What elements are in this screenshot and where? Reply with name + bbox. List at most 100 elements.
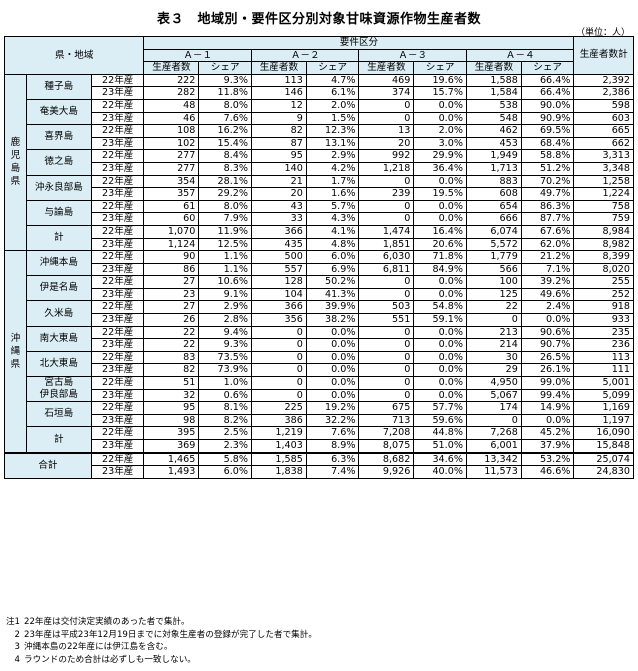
producers-cell: 8,682 <box>358 451 415 467</box>
prefecture-char: 縄 <box>10 345 21 357</box>
total-cell: 255 <box>573 275 634 289</box>
producers-cell: 0 <box>358 376 415 390</box>
share-cell: 9.4% <box>198 325 252 340</box>
producers-cell: 128 <box>250 275 307 289</box>
share-cell: 2.9% <box>305 149 360 163</box>
share-cell: 0.0% <box>413 338 467 352</box>
table-row: 沖永良部島 22年産 354 28.1% 21 1.7% 0 0.0% 883 70.2% 1,25… <box>5 174 634 201</box>
share-cell: 28.1% <box>198 174 252 189</box>
share-cell: 16.4% <box>413 224 467 239</box>
producers-cell: 469 <box>358 73 415 88</box>
producers-cell: 1,585 <box>250 451 307 467</box>
year-cell: 23年産 <box>90 438 145 454</box>
producers-cell: 239 <box>358 187 415 201</box>
share-cell: 70.2% <box>520 174 575 189</box>
producers-cell: 366 <box>250 300 307 315</box>
year-cell: 23年産 <box>90 287 145 302</box>
share-cell: 37.9% <box>520 438 575 454</box>
region-label: 久米島 <box>25 300 92 327</box>
header-category: Ａ－１ <box>143 48 252 63</box>
share-cell: 99.4% <box>520 388 575 403</box>
share-cell: 0.0% <box>413 363 467 378</box>
table-row: 奄美大島 22年産 48 8.0% 12 2.0% 0 0.0% 538 90.0% 598 <box>5 98 634 126</box>
producers-cell: 95 <box>143 401 200 415</box>
year-cell: 22年産 <box>90 174 145 189</box>
share-cell: 0.0% <box>305 350 360 365</box>
header-region: 県・地域 <box>3 36 145 75</box>
producers-cell: 20 <box>250 187 307 201</box>
region-label: 宮古島 伊良部島 <box>25 376 92 403</box>
footnote-key: 4 <box>14 654 20 665</box>
producers-cell: 1,779 <box>465 250 522 264</box>
producers-cell: 7,268 <box>465 426 522 440</box>
region-label: 奄美大島 <box>25 98 92 126</box>
producers-cell: 9 <box>250 111 307 126</box>
producers-cell: 0 <box>358 338 415 352</box>
year-cell: 23年産 <box>90 465 145 479</box>
producers-cell: 98 <box>143 413 200 428</box>
producers-cell: 357 <box>143 187 200 201</box>
footnote-text: 沖縄本島の22年産には伊江島を含む。 <box>24 642 173 652</box>
table-row: 宮古島 伊良部島 22年産 51 1.0% 0 0.0% 0 0.0% 4,950 99.0% 5,0… <box>5 376 634 403</box>
share-cell: 15.4% <box>198 136 252 151</box>
year-cell: 22年産 <box>90 275 145 289</box>
table-row: 沖縄県沖縄本島 22年産 90 1.1% 500 6.0% 6,030 71.8% 1,779 2… <box>4 250 634 454</box>
region-label: 北大東島 <box>25 350 92 378</box>
year-cell: 23年産 <box>90 388 145 403</box>
header-share: シェア <box>520 61 575 75</box>
total-cell: 2,386 <box>573 86 634 100</box>
total-cell: 665 <box>573 124 634 138</box>
producers-cell: 60 <box>143 212 200 226</box>
producers-cell: 992 <box>358 149 415 163</box>
share-cell: 9.3% <box>198 338 252 352</box>
share-cell: 8.1% <box>198 401 252 415</box>
producers-cell: 1,493 <box>143 465 200 479</box>
producers-cell: 82 <box>250 124 307 138</box>
table-row: 23年産 1,124 12.5% 435 4.8% 1,851 20.6% 5,572 62.0… <box>5 237 634 252</box>
producers-cell: 222 <box>143 73 200 88</box>
total-cell: 1,258 <box>573 174 634 189</box>
table-row: 23年産 26 2.8% 356 38.2% 551 59.1% 0 0.0% 933 <box>5 313 634 327</box>
table-row: 伊是名島 22年産 27 10.6% 128 50.2% 0 0.0% 100 39.2% 255 <box>5 275 634 302</box>
producers-cell: 48 <box>143 98 200 113</box>
share-cell: 6.9% <box>305 262 360 277</box>
producers-cell: 23 <box>143 287 200 302</box>
total-cell: 603 <box>573 111 634 126</box>
share-cell: 14.9% <box>520 401 575 415</box>
share-cell: 3.0% <box>413 136 467 151</box>
producers-cell: 538 <box>465 98 522 113</box>
share-cell: 41.3% <box>305 287 360 302</box>
share-cell: 1.1% <box>198 250 252 264</box>
region-label-line: 宮古島 <box>44 377 74 389</box>
table-row: 23年産 102 15.4% 87 13.1% 20 3.0% 453 68.4% 662 <box>5 136 634 151</box>
producers-cell: 374 <box>358 86 415 100</box>
share-cell: 36.4% <box>413 161 467 176</box>
share-cell: 38.2% <box>305 313 360 327</box>
share-cell: 0.0% <box>305 338 360 352</box>
share-cell: 15.7% <box>413 86 467 100</box>
producers-cell: 22 <box>143 338 200 352</box>
share-cell: 6.0% <box>305 250 360 264</box>
producers-cell: 883 <box>465 174 522 189</box>
year-cell: 23年産 <box>90 313 145 327</box>
footnote: 4 ラウンドのため合計は必ずしも一致しない。 <box>4 654 317 667</box>
producers-cell: 12 <box>250 98 307 113</box>
producers-cell: 0 <box>358 287 415 302</box>
header-group: 要件区分 <box>143 36 575 50</box>
share-cell: 39.2% <box>520 275 575 289</box>
producers-cell: 675 <box>358 401 415 415</box>
share-cell: 6.3% <box>305 451 360 467</box>
share-cell: 20.6% <box>413 237 467 252</box>
year-cell: 23年産 <box>90 262 145 277</box>
header-row-2: Ａ－１ Ａ－２ Ａ－３ Ａ－４ <box>5 48 634 63</box>
total-cell: 111 <box>573 363 634 378</box>
total-cell: 3,313 <box>573 149 634 163</box>
share-cell: 0.0% <box>413 350 467 365</box>
producers-cell: 435 <box>250 237 307 252</box>
producers-cell: 0 <box>250 338 307 352</box>
share-cell: 7.9% <box>198 212 252 226</box>
producers-cell: 225 <box>250 401 307 415</box>
producers-cell: 1,124 <box>143 237 200 252</box>
year-cell: 23年産 <box>90 111 145 126</box>
producers-cell: 213 <box>465 325 522 340</box>
